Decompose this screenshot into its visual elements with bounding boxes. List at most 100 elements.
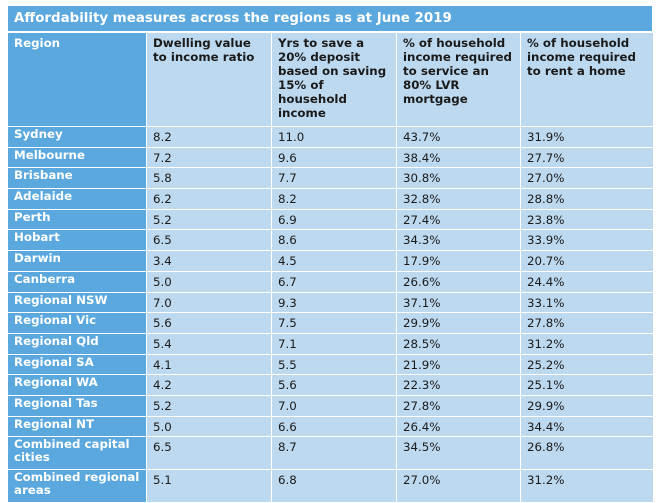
- table-body: Sydney 8.2 11.0 43.7% 31.9% Melbourne 7.2 9.6 38…: [7, 126, 654, 503]
- region-cell: Regional NSW: [7, 291, 147, 314]
- rent-income-cell: 31.2%: [520, 332, 654, 355]
- years-to-save-cell: 6.7: [271, 270, 397, 293]
- dwelling-ratio-cell: 5.2: [146, 208, 272, 231]
- years-to-save-cell: 6.8: [271, 469, 397, 503]
- mortgage-income-cell: 22.3%: [396, 374, 521, 396]
- table-row: Regional WA 4.2 5.6 22.3% 25.1%: [7, 374, 654, 396]
- region-cell: Canberra: [7, 270, 147, 293]
- table-row: Sydney 8.2 11.0 43.7% 31.9%: [7, 126, 654, 148]
- years-to-save-cell: 5.6: [271, 374, 397, 396]
- table-row: Combined capital cities 6.5 8.7 34.5% 26.8%: [7, 436, 654, 471]
- table-row: Canberra 5.0 6.7 26.6% 24.4%: [7, 270, 654, 293]
- table-row: Regional NSW 7.0 9.3 37.1% 33.1%: [7, 291, 654, 314]
- rent-income-cell: 29.9%: [520, 394, 654, 417]
- dwelling-ratio-cell: 6.5: [146, 229, 272, 252]
- table-row: Melbourne 7.2 9.6 38.4% 27.7%: [7, 146, 654, 169]
- years-to-save-cell: 8.6: [271, 229, 397, 252]
- mortgage-income-cell: 30.8%: [396, 167, 521, 190]
- region-cell: Sydney: [7, 126, 147, 148]
- header-region: Region: [7, 32, 147, 127]
- mortgage-income-cell: 21.9%: [396, 353, 521, 376]
- region-cell: Regional Vic: [7, 312, 147, 334]
- dwelling-ratio-cell: 5.4: [146, 332, 272, 355]
- region-cell: Perth: [7, 208, 147, 231]
- years-to-save-cell: 9.3: [271, 291, 397, 314]
- years-to-save-cell: 4.5: [271, 250, 397, 272]
- region-cell: Darwin: [7, 250, 147, 272]
- table-row: Hobart 6.5 8.6 34.3% 33.9%: [7, 229, 654, 252]
- rent-income-cell: 20.7%: [520, 250, 654, 272]
- years-to-save-cell: 6.9: [271, 208, 397, 231]
- dwelling-ratio-cell: 7.2: [146, 146, 272, 169]
- table-header-row: Region Dwelling value to income ratio Yr…: [7, 32, 654, 127]
- region-cell: Adelaide: [7, 188, 147, 210]
- dwelling-ratio-cell: 5.0: [146, 270, 272, 293]
- rent-income-cell: 23.8%: [520, 208, 654, 231]
- table-row: Regional Vic 5.6 7.5 29.9% 27.8%: [7, 312, 654, 334]
- mortgage-income-cell: 34.5%: [396, 436, 521, 471]
- affordability-table: Region Dwelling value to income ratio Yr…: [7, 32, 654, 503]
- table-row: Darwin 3.4 4.5 17.9% 20.7%: [7, 250, 654, 272]
- header-income-to-rent: % of household income required to rent a…: [520, 32, 654, 127]
- dwelling-ratio-cell: 6.2: [146, 188, 272, 210]
- rent-income-cell: 24.4%: [520, 270, 654, 293]
- dwelling-ratio-cell: 5.1: [146, 469, 272, 503]
- rent-income-cell: 34.4%: [520, 415, 654, 438]
- table-row: Combined regional areas 5.1 6.8 27.0% 31.2%: [7, 469, 654, 503]
- mortgage-income-cell: 27.8%: [396, 394, 521, 417]
- years-to-save-cell: 8.7: [271, 436, 397, 471]
- dwelling-ratio-cell: 4.2: [146, 374, 272, 396]
- mortgage-income-cell: 26.6%: [396, 270, 521, 293]
- rent-income-cell: 25.1%: [520, 374, 654, 396]
- header-dwelling-value-ratio: Dwelling value to income ratio: [146, 32, 272, 127]
- mortgage-income-cell: 32.8%: [396, 188, 521, 210]
- rent-income-cell: 26.8%: [520, 436, 654, 471]
- dwelling-ratio-cell: 4.1: [146, 353, 272, 376]
- region-cell: Regional WA: [7, 374, 147, 396]
- dwelling-ratio-cell: 5.2: [146, 394, 272, 417]
- table-row: Regional SA 4.1 5.5 21.9% 25.2%: [7, 353, 654, 376]
- rent-income-cell: 28.8%: [520, 188, 654, 210]
- mortgage-income-cell: 38.4%: [396, 146, 521, 169]
- table-row: Regional Tas 5.2 7.0 27.8% 29.9%: [7, 394, 654, 417]
- table-title: Affordability measures across the region…: [7, 5, 653, 32]
- rent-income-cell: 27.7%: [520, 146, 654, 169]
- rent-income-cell: 31.9%: [520, 126, 654, 148]
- region-cell: Brisbane: [7, 167, 147, 190]
- mortgage-income-cell: 34.3%: [396, 229, 521, 252]
- years-to-save-cell: 7.7: [271, 167, 397, 190]
- table-row: Adelaide 6.2 8.2 32.8% 28.8%: [7, 188, 654, 210]
- dwelling-ratio-cell: 5.0: [146, 415, 272, 438]
- table-row: Perth 5.2 6.9 27.4% 23.8%: [7, 208, 654, 231]
- dwelling-ratio-cell: 6.5: [146, 436, 272, 471]
- mortgage-income-cell: 17.9%: [396, 250, 521, 272]
- dwelling-ratio-cell: 5.8: [146, 167, 272, 190]
- mortgage-income-cell: 37.1%: [396, 291, 521, 314]
- header-income-to-service-mortgage: % of household income required to servic…: [396, 32, 521, 127]
- region-cell: Regional NT: [7, 415, 147, 438]
- region-cell: Regional SA: [7, 353, 147, 376]
- mortgage-income-cell: 27.4%: [396, 208, 521, 231]
- mortgage-income-cell: 43.7%: [396, 126, 521, 148]
- mortgage-income-cell: 26.4%: [396, 415, 521, 438]
- years-to-save-cell: 8.2: [271, 188, 397, 210]
- dwelling-ratio-cell: 3.4: [146, 250, 272, 272]
- rent-income-cell: 25.2%: [520, 353, 654, 376]
- table-row: Brisbane 5.8 7.7 30.8% 27.0%: [7, 167, 654, 190]
- years-to-save-cell: 6.6: [271, 415, 397, 438]
- rent-income-cell: 27.0%: [520, 167, 654, 190]
- rent-income-cell: 33.1%: [520, 291, 654, 314]
- rent-income-cell: 31.2%: [520, 469, 654, 503]
- years-to-save-cell: 5.5: [271, 353, 397, 376]
- header-years-to-save-deposit: Yrs to save a 20% deposit based on savin…: [271, 32, 397, 127]
- years-to-save-cell: 7.5: [271, 312, 397, 334]
- region-cell: Regional Qld: [7, 332, 147, 355]
- dwelling-ratio-cell: 5.6: [146, 312, 272, 334]
- mortgage-income-cell: 27.0%: [396, 469, 521, 503]
- rent-income-cell: 33.9%: [520, 229, 654, 252]
- years-to-save-cell: 11.0: [271, 126, 397, 148]
- region-cell: Hobart: [7, 229, 147, 252]
- region-cell: Melbourne: [7, 146, 147, 169]
- affordability-table-container: Affordability measures across the region…: [7, 5, 654, 503]
- years-to-save-cell: 7.0: [271, 394, 397, 417]
